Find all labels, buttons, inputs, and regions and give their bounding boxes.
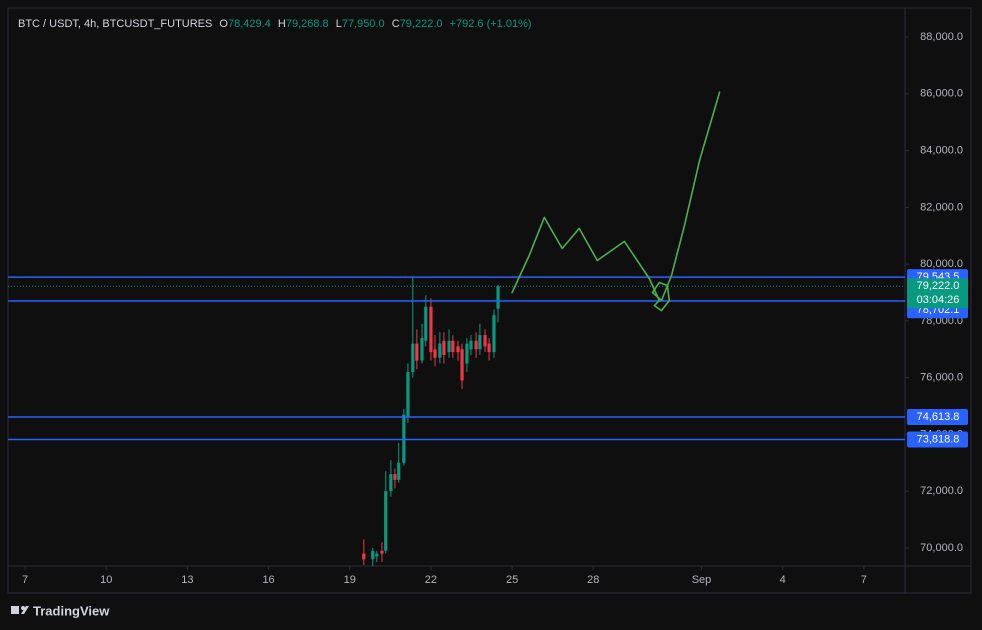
level-price-tag — [907, 408, 968, 425]
x-tick-label: 7 — [22, 574, 28, 586]
y-tick-label: 86,000.0 — [920, 88, 963, 100]
candle-body — [424, 306, 428, 341]
candle-body — [429, 306, 433, 353]
l-value: 77,950.0 — [342, 18, 385, 30]
c-label: C — [392, 18, 400, 30]
x-tick-label: 28 — [587, 574, 599, 586]
candle-body — [487, 343, 491, 353]
legend-row: BTC / USDT, 4h, BTCUSDT_FUTURES O78,429.… — [18, 18, 532, 30]
candle-body — [380, 550, 384, 554]
x-tick-label: 4 — [780, 574, 786, 586]
y-tick-label: 84,000.0 — [920, 144, 963, 156]
x-tick-label: Sep — [692, 574, 712, 586]
candle-body — [483, 335, 487, 347]
candle-body — [371, 550, 375, 560]
candle-body — [415, 343, 419, 361]
candle-body — [478, 335, 482, 350]
h-label: H — [278, 18, 286, 30]
candle-body — [397, 462, 401, 480]
c-value: 79,222.0 — [400, 18, 443, 30]
candle-body — [433, 349, 437, 358]
candle-body — [465, 343, 469, 364]
o-label: O — [219, 18, 228, 30]
last-price-tag — [907, 278, 968, 309]
y-tick-label: 88,000.0 — [920, 31, 963, 43]
level-price-label: 74,613.8 — [917, 411, 960, 423]
candle-body — [469, 340, 473, 350]
y-tick-label: 76,000.0 — [920, 372, 963, 384]
y-tick-label: 80,000.0 — [920, 258, 963, 270]
candle-body — [451, 340, 455, 353]
level-price-tag — [907, 431, 968, 448]
last-price-label: 79,222.0 — [917, 280, 960, 292]
candle-body — [384, 491, 388, 551]
candle-body — [474, 340, 478, 350]
brand-logo — [11, 606, 29, 614]
candle-body — [402, 414, 406, 463]
y-tick-label: 70,000.0 — [920, 542, 963, 554]
x-tick-label: 13 — [181, 574, 193, 586]
candle-body — [442, 340, 446, 355]
drawn-projection — [511, 91, 721, 312]
candle-body — [420, 337, 424, 361]
l-label: L — [336, 18, 342, 30]
candle-body — [496, 286, 500, 309]
x-tick-label: 22 — [425, 574, 437, 586]
symbol: BTC / USDT, 4h, BTCUSDT_FUTURES — [18, 18, 212, 30]
candle-body — [362, 553, 366, 560]
brand[interactable]: TradingView — [33, 603, 110, 618]
x-tick-label: 10 — [100, 574, 112, 586]
candle-body — [389, 474, 393, 492]
candle-body — [492, 315, 496, 353]
scales: 70,000.072,000.074,000.076,000.078,000.0… — [22, 31, 968, 586]
x-tick-label: 16 — [262, 574, 274, 586]
x-tick-label: 19 — [344, 574, 356, 586]
h-value: 79,268.8 — [286, 18, 329, 30]
y-tick-label: 72,000.0 — [920, 485, 963, 497]
change: +792.6 (+1.01%) — [450, 18, 532, 30]
x-tick-label: 25 — [506, 574, 518, 586]
candle-body — [393, 474, 397, 480]
candle-body — [406, 371, 410, 418]
x-tick-label: 7 — [861, 574, 867, 586]
o-value: 78,429.4 — [228, 18, 271, 30]
y-tick-label: 82,000.0 — [920, 201, 963, 213]
candle-body — [375, 553, 379, 557]
plot-area — [8, 91, 905, 566]
countdown: 03:04:26 — [917, 294, 960, 306]
candle-body — [411, 343, 415, 372]
candle-body — [456, 346, 460, 353]
candle-body — [460, 349, 464, 381]
candle-body — [447, 340, 451, 353]
level-price-label: 73,818.8 — [917, 433, 960, 445]
candle-body — [438, 343, 442, 358]
